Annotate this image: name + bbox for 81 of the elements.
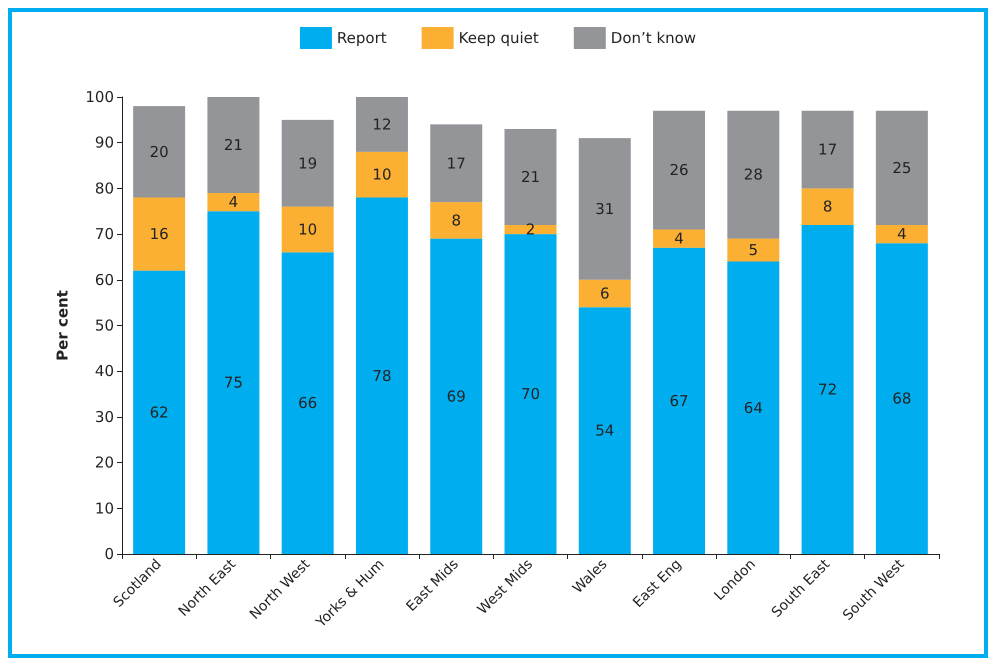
bar — [876, 110, 928, 225]
y-tick-label: 20 — [94, 454, 114, 472]
data-label: 10 — [372, 166, 392, 184]
bar — [430, 238, 482, 554]
bar — [876, 243, 928, 554]
bar — [282, 120, 334, 207]
data-label: 21 — [520, 168, 540, 186]
bar — [504, 224, 556, 234]
bar — [653, 110, 706, 230]
bar — [133, 270, 186, 554]
y-tick-label: 70 — [94, 225, 114, 244]
bar — [653, 230, 706, 248]
bar — [356, 97, 408, 152]
bar — [430, 202, 482, 239]
bar — [207, 97, 260, 193]
bar — [802, 110, 854, 188]
data-label: 72 — [818, 380, 838, 398]
bar — [802, 188, 854, 225]
y-tick-label: 40 — [94, 362, 114, 380]
data-label: 75 — [224, 374, 243, 392]
bar — [504, 234, 556, 554]
bar — [207, 192, 260, 212]
bar — [727, 262, 780, 554]
y-tick-label: 100 — [85, 88, 114, 106]
bar — [653, 248, 706, 554]
data-label: 17 — [818, 140, 838, 159]
data-label: 28 — [744, 166, 763, 184]
data-label: 20 — [150, 142, 169, 161]
y-axis-title: Per cent — [54, 290, 72, 361]
bar — [282, 206, 334, 252]
data-label: 10 — [298, 220, 318, 239]
legend-label: Don’t know — [610, 29, 696, 47]
y-tick-label: 0 — [104, 545, 114, 563]
bar — [207, 211, 260, 554]
y-tick-label: 30 — [94, 408, 114, 426]
data-label: 66 — [298, 394, 318, 412]
data-label: 2 — [526, 220, 536, 239]
data-label: 67 — [670, 392, 689, 410]
legend-label: Report — [336, 29, 387, 47]
data-label: 62 — [150, 403, 169, 422]
data-label: 26 — [670, 161, 689, 180]
bar — [578, 307, 631, 554]
y-tick-label: 50 — [94, 316, 114, 334]
data-label: 78 — [372, 366, 392, 385]
bar — [802, 224, 854, 554]
data-label: 8 — [822, 198, 832, 216]
data-label: 5 — [748, 241, 758, 260]
legend-label: Keep quiet — [458, 29, 539, 47]
data-label: 16 — [150, 225, 169, 244]
data-label: 68 — [892, 390, 912, 408]
data-label: 17 — [446, 154, 466, 172]
data-label: 70 — [520, 385, 540, 404]
bar — [356, 198, 408, 554]
data-label: 4 — [228, 193, 238, 212]
bar — [356, 152, 408, 198]
data-label: 54 — [595, 422, 614, 440]
data-label: 64 — [744, 398, 763, 417]
data-label: 4 — [897, 225, 907, 244]
data-label: 6 — [600, 284, 610, 303]
bar — [578, 138, 631, 280]
data-label: 19 — [298, 154, 318, 172]
bar — [876, 224, 928, 244]
bar — [727, 238, 780, 262]
data-label: 31 — [595, 200, 614, 218]
bar — [504, 128, 556, 225]
bar — [727, 110, 780, 239]
y-tick-label: 10 — [94, 499, 114, 518]
y-tick-label: 90 — [94, 134, 114, 152]
data-label: 21 — [224, 136, 243, 154]
bar — [133, 198, 186, 271]
data-label: 69 — [446, 387, 466, 406]
y-tick-label: 80 — [94, 179, 114, 198]
bar — [133, 106, 186, 198]
bar — [578, 280, 631, 308]
bar — [430, 124, 482, 202]
data-label: 4 — [674, 230, 684, 248]
data-label: 12 — [372, 115, 392, 134]
y-tick-label: 60 — [94, 270, 114, 289]
bar — [282, 252, 334, 554]
data-label: 25 — [892, 158, 912, 177]
data-label: 8 — [451, 211, 461, 230]
